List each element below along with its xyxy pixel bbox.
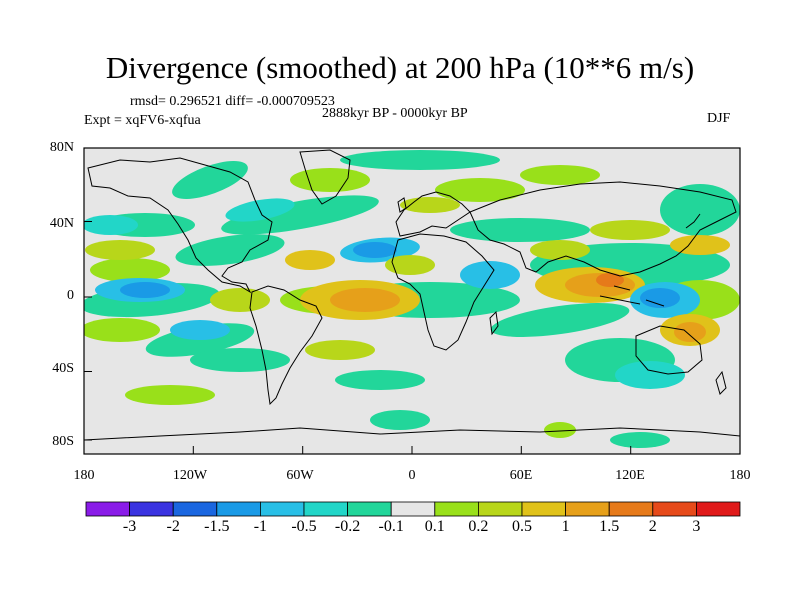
field-pos-weak [90, 258, 170, 282]
colorbar-label: 3 [692, 518, 701, 535]
season-label: DJF [707, 111, 731, 126]
colorbar-swatch [608, 501, 654, 517]
new-zealand-coast [715, 370, 727, 395]
field-neg-weak [335, 370, 425, 390]
colorbar-swatch [129, 501, 174, 517]
colorbar-swatch [259, 501, 305, 517]
field-pos-mid [400, 197, 460, 213]
period-label: 2888kyr BP - 0000kyr BP [322, 106, 468, 121]
field-pos-weak [290, 168, 370, 192]
colorbar-label: 1.5 [599, 518, 620, 535]
asia-coast [469, 181, 737, 277]
field-pos-mid [85, 240, 155, 260]
colorbar-swatch [696, 501, 741, 517]
colorbar-label: -1.5 [204, 518, 230, 535]
field-neg-mid [615, 361, 685, 389]
field-pos-deep [330, 288, 400, 312]
colorbar-swatch [565, 501, 610, 517]
field-pos-mid [210, 288, 270, 312]
colorbar-label: 0.5 [512, 518, 532, 535]
australia-coast [635, 325, 703, 375]
field-pos-mid [305, 340, 375, 360]
field-pos-max [596, 273, 624, 287]
colorbar-label: -0.1 [378, 518, 404, 535]
field-neg-mid [84, 215, 138, 235]
field-pos-deep [674, 322, 706, 342]
madagascar-coast [489, 310, 499, 336]
north-america-coast [87, 157, 273, 294]
colorbar-swatch [347, 501, 392, 517]
field-pos-strong [670, 235, 730, 255]
colorbar-swatch [434, 501, 479, 517]
lon-label-0: 0 [408, 468, 416, 483]
colorbar-swatch [477, 501, 523, 517]
colorbar-swatch [85, 501, 130, 517]
indonesia-coast [599, 285, 665, 307]
greenland-coast [299, 149, 351, 205]
field-neg-weak [340, 150, 500, 170]
field-neg-weak [221, 195, 379, 235]
field-pos-mid [590, 220, 670, 240]
lon-label-120w: 120W [172, 468, 208, 483]
colorbar-label: 0.1 [424, 518, 445, 535]
field-pos-weak [435, 178, 525, 202]
colorbar-swatch [390, 501, 436, 517]
field-pos-weak [125, 385, 215, 405]
lon-label-180e: 180 [729, 468, 751, 483]
colorbar-label: -0.5 [291, 518, 317, 535]
field-neg-weak [370, 410, 430, 430]
field-pos-mid [530, 240, 590, 260]
colorbar-label: 1 [561, 518, 570, 535]
africa-coast [391, 233, 495, 351]
field-pos-weak [520, 165, 600, 185]
lon-label-120e: 120E [615, 468, 645, 483]
colorbar-swatch [172, 501, 218, 517]
coastlines [84, 149, 740, 441]
colorbar-label: 2 [648, 518, 657, 535]
colorbar-label: 0.2 [468, 518, 489, 535]
experiment-label: Expt = xqFV6-xqfua [84, 113, 201, 128]
field-neg-weak [610, 432, 670, 448]
colorbar-label: -3 [122, 518, 137, 535]
colorbar-swatch [652, 501, 697, 517]
colorbar-swatch [521, 501, 566, 517]
lat-label-80s: 80S [52, 434, 74, 449]
colorbar [85, 501, 741, 517]
field-neg-deep [120, 282, 170, 298]
field-neg-weak [450, 218, 590, 242]
field-neg-weak [190, 348, 290, 372]
antarctica-coast [84, 427, 740, 441]
colorbar-swatch [303, 501, 348, 517]
field-pos-weak [544, 422, 576, 438]
field-neg-strong [170, 320, 230, 340]
field-neg-deep [353, 242, 397, 258]
lat-label-80n: 80N [49, 140, 74, 155]
colorbar-label: -0.2 [334, 518, 361, 535]
lon-label-60w: 60W [286, 468, 314, 483]
rmsd-diff-label: rmsd= 0.296521 diff= -0.000709523 [130, 94, 335, 109]
colorbar-label: -2 [166, 518, 180, 535]
colorbar-swatch [216, 501, 261, 517]
field-neg-deep [640, 288, 680, 308]
lat-label-0: 0 [67, 288, 74, 303]
field-neg-weak [490, 303, 630, 337]
field-neg-strong [460, 261, 520, 289]
uk-coast [397, 197, 407, 213]
field-pos-mid [385, 255, 435, 275]
lon-label-60e: 60E [509, 468, 533, 483]
axis-ticks [83, 147, 741, 454]
lon-label-180w: 180 [73, 468, 95, 483]
lat-label-40s: 40S [52, 361, 74, 376]
south-america-coast [249, 285, 323, 406]
colorbar-label: -1 [253, 518, 268, 535]
japan-coast [685, 213, 701, 229]
field-pos-weak [84, 318, 160, 342]
map-title: Divergence (smoothed) at 200 hPa (10**6 … [105, 50, 695, 85]
field-neg-weak [172, 161, 248, 199]
field-neg-weak [175, 234, 285, 266]
lat-label-40n: 40N [49, 216, 74, 231]
field-pos-strong [285, 250, 335, 270]
